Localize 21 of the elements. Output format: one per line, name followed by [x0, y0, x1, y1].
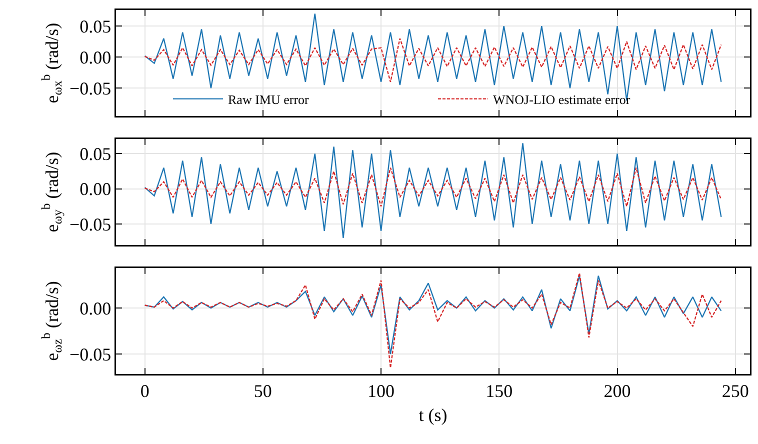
y-tick-label: −0.05 [69, 344, 112, 364]
y-tick-label: 0.00 [80, 298, 112, 318]
line-series [144, 142, 722, 239]
y-tick-label: −0.05 [69, 78, 112, 98]
x-tick-label: 200 [604, 380, 631, 401]
x-tick-label: 250 [722, 380, 749, 401]
line-series [144, 167, 722, 207]
x-tick-label: 50 [254, 380, 272, 401]
y-tick-label: −0.05 [69, 214, 112, 234]
y-tick-label: 0.00 [80, 179, 112, 200]
x-tick-label: 150 [486, 380, 513, 401]
line-series [144, 38, 722, 83]
y-tick-label: 0.05 [80, 16, 112, 36]
y-tick-label: 0.00 [80, 47, 112, 68]
x-tick-label: 0 [140, 380, 150, 401]
legend-label: WNOJ-LIO estimate error [493, 92, 631, 107]
line-series [144, 272, 722, 368]
legend-label: Raw IMU error [228, 92, 310, 107]
x-tick-label: 100 [368, 380, 395, 401]
x-axis-title: t (s) [418, 404, 448, 425]
y-tick-label: 0.05 [80, 144, 112, 164]
